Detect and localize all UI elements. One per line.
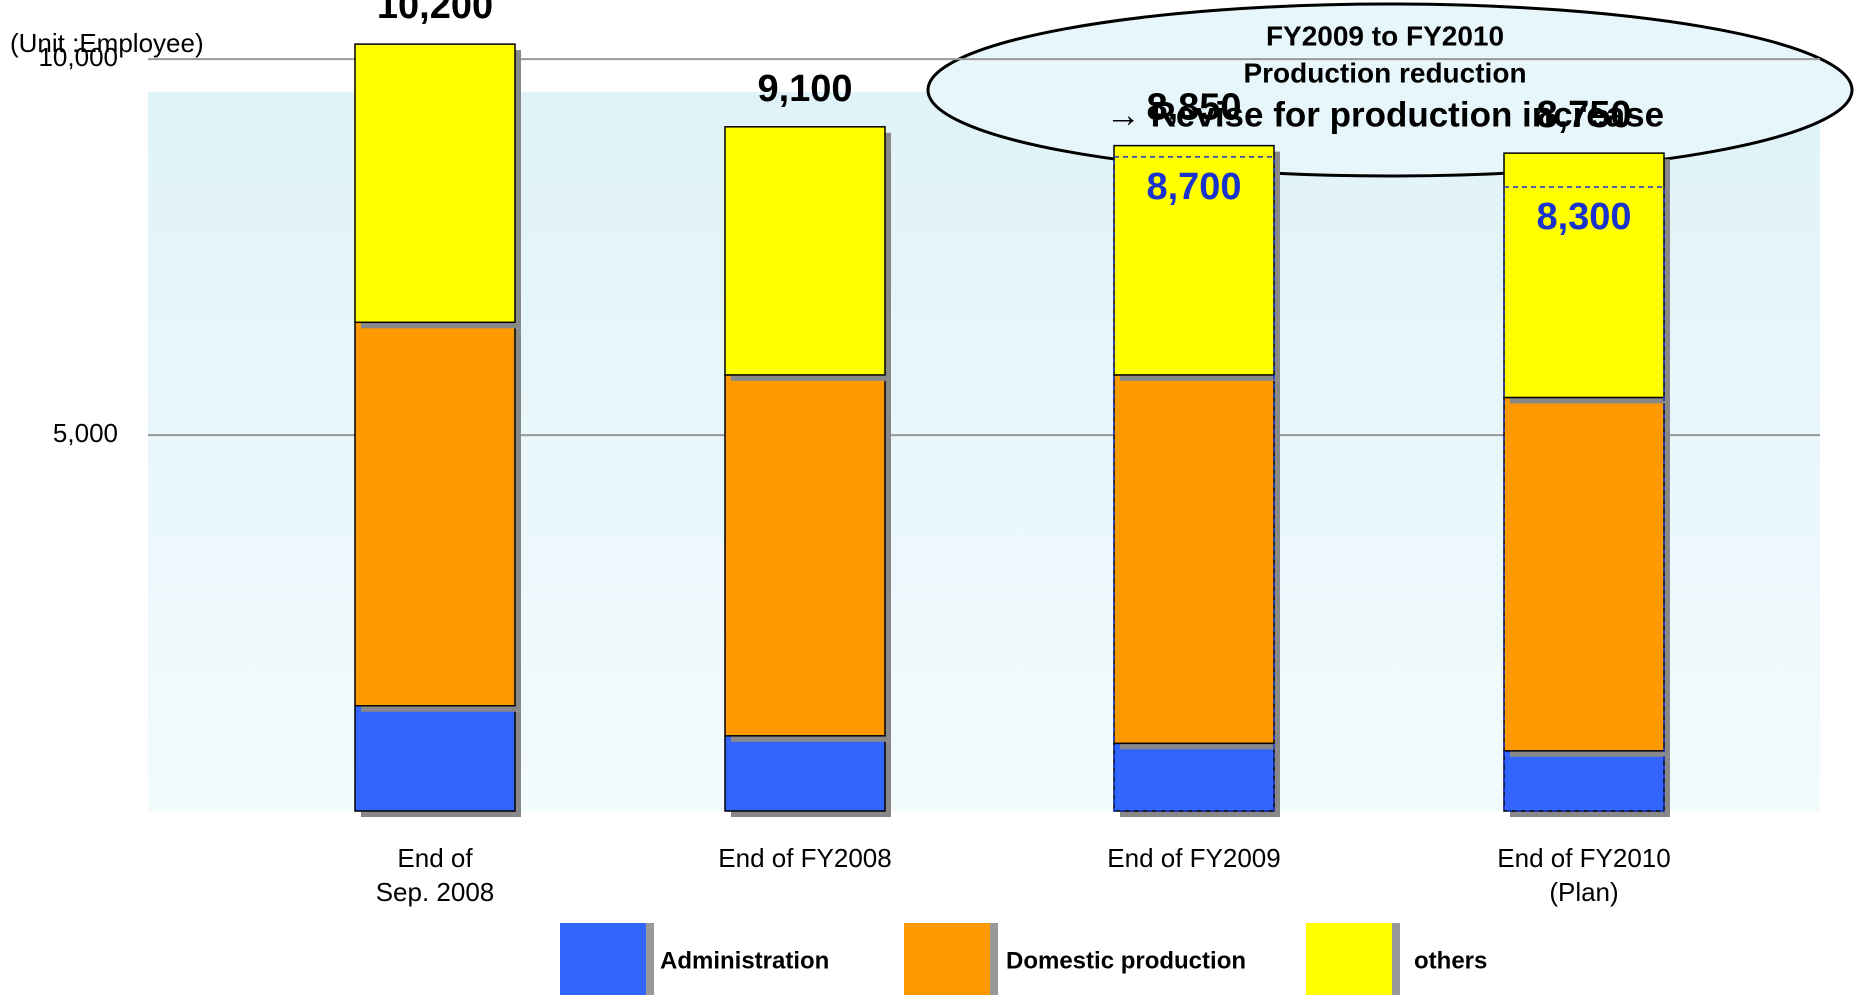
annotation-line: Production reduction [1243,57,1526,88]
annotation-ellipse [926,2,1854,178]
y-tick-label: 10,000 [38,42,118,72]
legend-swatch [904,923,990,995]
bar-segment [1113,742,1275,812]
total-label: 8,850 [1146,87,1241,129]
x-tick-line: End of [397,843,473,873]
bar-segment [354,321,516,707]
legend-label: Administration [660,947,829,974]
annotation-line: FY2009 to FY2010 [1266,20,1504,51]
x-tick-label: End of FY2010 (Plan) [1497,843,1670,907]
total-label: 10,200 [377,0,493,27]
bar-segment [354,704,516,812]
legend-label: others [1414,947,1487,974]
annotation-line: → Revise for production increase [1106,95,1664,134]
legend-swatch [1306,923,1392,995]
x-tick-line: End of FY2010 [1497,843,1670,873]
x-tick-line: (Plan) [1549,877,1618,907]
previous-plan-outline [1503,186,1665,812]
bar-segment [1503,750,1665,812]
bar-segment [724,735,886,812]
y-tick-label: 5,000 [53,418,118,448]
bar-segment [354,43,516,324]
x-tick-label: End of FY2008 [718,843,891,873]
x-tick-label: End of Sep. 2008 [376,843,495,907]
total-label: 9,100 [757,68,852,110]
legend-swatch [560,923,646,995]
x-tick-line: End of FY2008 [718,843,891,873]
legend-label: Domestic production [1006,947,1246,974]
x-tick-line: Sep. 2008 [376,877,495,907]
previous-plan-label: 8,700 [1146,166,1241,208]
bar-segment [724,126,886,376]
unit-label: (Unit :Employee) [10,28,204,58]
x-tick-line: End of FY2009 [1107,843,1280,873]
bar-segment [1113,144,1275,376]
bar-segment [1113,374,1275,745]
previous-plan-label: 8,300 [1536,196,1631,238]
bar-segment [1503,152,1665,399]
x-tick-label: End of FY2009 [1107,843,1280,873]
previous-plan-outline [1113,156,1275,812]
total-label: 8,750 [1536,94,1631,136]
bar-segment [1503,396,1665,752]
bar-segment [724,374,886,737]
